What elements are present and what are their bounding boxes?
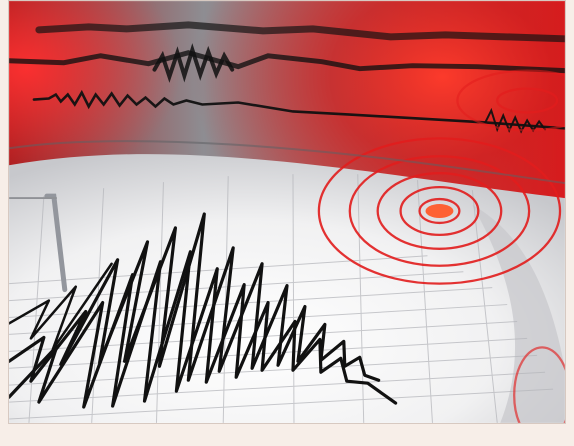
upper-seismograph-traces — [9, 21, 565, 134]
seismograph-illustration — [9, 1, 565, 423]
seismograph-photo — [8, 0, 566, 424]
seismic-waveform — [9, 212, 398, 409]
epicenter-icon — [425, 204, 454, 218]
epicenter-rings — [317, 69, 565, 423]
